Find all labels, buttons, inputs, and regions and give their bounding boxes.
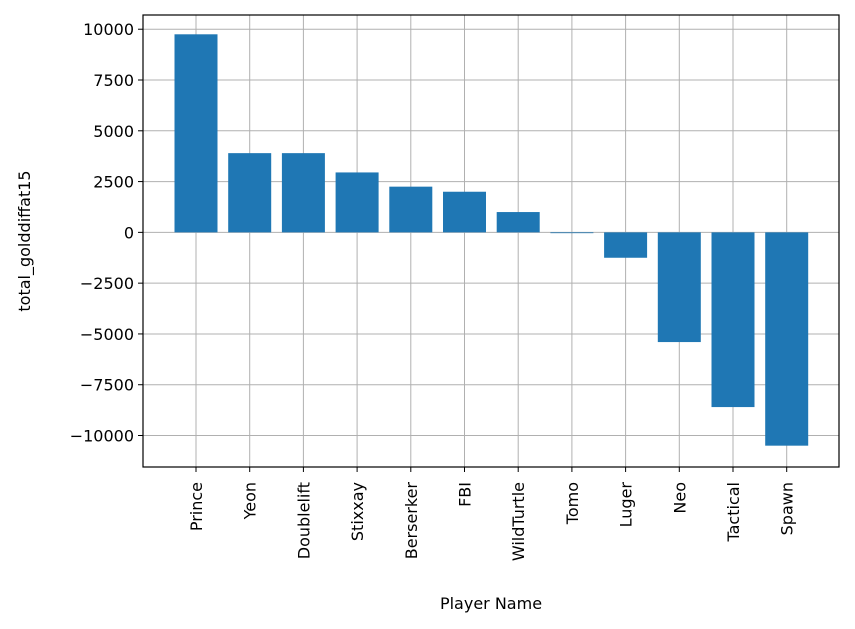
- bar-berserker: [389, 186, 433, 233]
- x-tick-label: Yeon: [241, 482, 260, 520]
- bar-tomo: [550, 232, 594, 234]
- x-tick-label: FBI: [456, 482, 475, 507]
- x-axis-ticks: Prince Yeon Doublelift Stixxay Berserker FBI W…: [187, 467, 797, 561]
- bar-fbi: [443, 191, 486, 233]
- bar-prince: [174, 34, 218, 233]
- x-tick-label: Stixxay: [348, 482, 367, 541]
- bar-yeon: [228, 153, 272, 233]
- x-tick-label: WildTurtle: [509, 482, 528, 561]
- bar-luger: [604, 232, 648, 258]
- y-axis-ticks: 10000 7500 5000 2500 0 −2500 −5000 −7500 −10000: [70, 20, 143, 446]
- y-tick-label: 10000: [83, 20, 134, 39]
- bar-stixxay: [335, 172, 379, 233]
- x-tick-label: Tactical: [724, 482, 743, 543]
- bar-tactical: [711, 232, 755, 408]
- y-axis-label: total_golddiffat15: [15, 170, 35, 311]
- x-tick-label: Tomo: [563, 482, 582, 525]
- y-tick-label: −7500: [80, 376, 134, 395]
- y-tick-label: 5000: [93, 122, 134, 141]
- bar-neo: [657, 232, 701, 343]
- x-tick-label: Doublelift: [294, 482, 313, 559]
- y-tick-label: 0: [124, 223, 134, 242]
- x-tick-label: Luger: [617, 482, 636, 528]
- bar-wildturtle: [496, 212, 540, 233]
- bar-spawn: [765, 232, 809, 446]
- bars: [174, 34, 809, 446]
- bar-doublelift: [281, 153, 325, 233]
- y-tick-label: −10000: [70, 427, 134, 446]
- x-tick-label: Berserker: [402, 482, 421, 560]
- y-tick-label: 2500: [93, 173, 134, 192]
- x-axis-label: Player Name: [440, 594, 542, 613]
- x-tick-label: Spawn: [778, 482, 797, 535]
- y-tick-label: 7500: [93, 71, 134, 90]
- plot-frame: [142, 14, 840, 468]
- y-tick-label: −2500: [80, 274, 134, 293]
- y-tick-label: −5000: [80, 325, 134, 344]
- x-tick-label: Neo: [670, 482, 689, 514]
- x-tick-label: Prince: [187, 482, 206, 531]
